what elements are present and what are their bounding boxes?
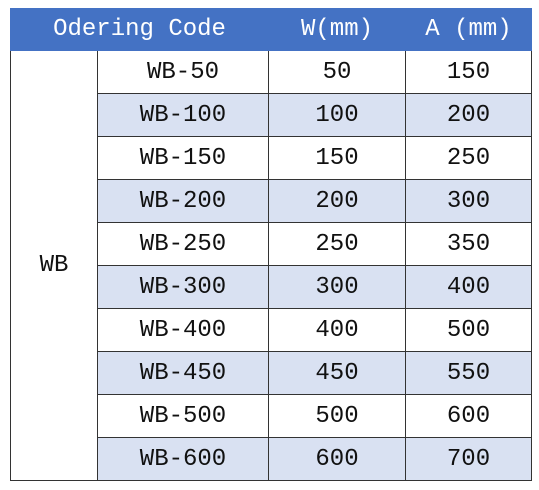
table-cell: 250 (405, 136, 533, 180)
table-cell: 550 (405, 351, 533, 395)
table-row: WB-500 500 600 (11, 394, 533, 438)
table-cell: WB-450 (96, 351, 270, 395)
table-cell: 150 (268, 136, 407, 180)
table-cell: 200 (405, 93, 533, 137)
table-cell: 250 (268, 222, 407, 266)
header-cell: A (mm) (405, 8, 533, 51)
table-cell: WB-500 (96, 394, 270, 438)
table-cell: 500 (268, 394, 407, 438)
table-row: WB-250 250 350 (11, 222, 533, 266)
table-row: WB-300 300 400 (11, 265, 533, 309)
table-cell: WB-600 (96, 437, 270, 481)
table-cell: WB-400 (96, 308, 270, 352)
table-cell: 700 (405, 437, 533, 481)
header-cell: W(mm) (268, 8, 407, 51)
header-row: Odering Code W(mm) A (mm) (9, 8, 533, 51)
table-cell: 400 (405, 265, 533, 309)
table-cell: 300 (405, 179, 533, 223)
table-cell: 300 (268, 265, 407, 309)
table-body: WB WB-50 50 150 WB-100 100 200 WB-150 150 250 WB-2… (10, 50, 533, 481)
table-cell: 350 (405, 222, 533, 266)
table-cell: 100 (268, 93, 407, 137)
table-cell: 400 (268, 308, 407, 352)
table-cell: WB-250 (96, 222, 270, 266)
table-row: WB WB-50 50 150 (10, 50, 533, 481)
table-cell: WB-100 (96, 93, 270, 137)
header-cell: Odering Code (9, 8, 270, 51)
table-cell: 450 (268, 351, 407, 395)
table-cell: WB-300 (96, 265, 270, 309)
table-cell: WB-50 (96, 50, 270, 94)
table-cell: WB-200 (96, 179, 270, 223)
group-cell: WB (10, 50, 98, 481)
spec-table: Odering Code W(mm) A (mm) WB WB-50 50 150 WB… (9, 8, 533, 481)
table-cell: 200 (268, 179, 407, 223)
table-cell: 500 (405, 308, 533, 352)
table-row: WB-600 600 700 (11, 437, 533, 481)
table-row: WB-100 100 200 (11, 93, 533, 137)
table-row: WB-450 450 550 (11, 351, 533, 395)
table-row: WB-150 150 250 (11, 136, 533, 180)
table-row: WB-200 200 300 (11, 179, 533, 223)
table-cell: 150 (405, 50, 533, 94)
table-cell: WB-150 (96, 136, 270, 180)
table-cell: 600 (268, 437, 407, 481)
table-cell: 50 (268, 50, 407, 94)
table-cell: 600 (405, 394, 533, 438)
